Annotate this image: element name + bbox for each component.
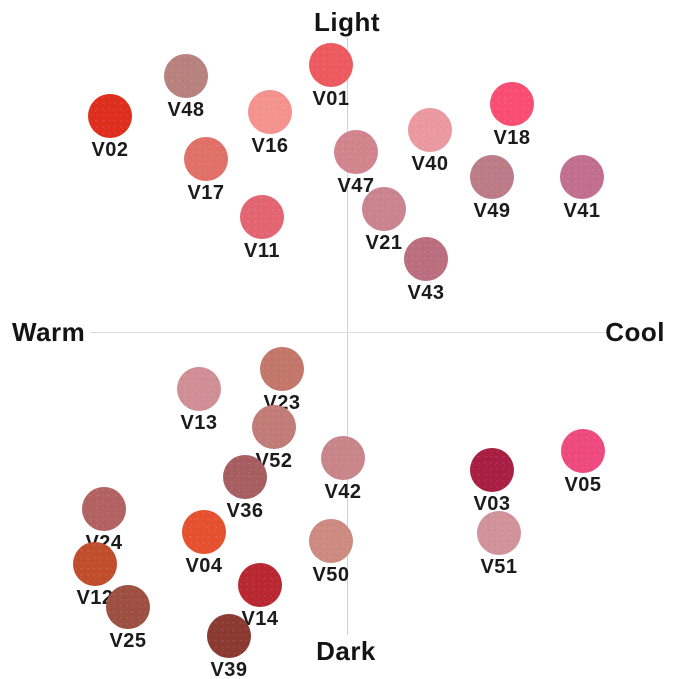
shade-label-v14: V14: [241, 608, 279, 630]
shade-label-v48: V48: [167, 99, 205, 121]
shade-label-v03: V03: [473, 493, 511, 515]
shade-label-v11: V11: [244, 240, 280, 262]
shade-label-v39: V39: [210, 659, 248, 679]
shade-swatch-v05: [561, 429, 605, 473]
shade-swatch-v49: [470, 155, 514, 199]
shade-swatch-v41: [560, 155, 604, 199]
shade-swatch-v16: [248, 90, 292, 134]
shade-swatch-v50: [309, 519, 353, 563]
shade-label-v18: V18: [493, 127, 531, 149]
shade-label-v21: V21: [365, 232, 403, 254]
shade-label-v02: V02: [91, 139, 129, 161]
shade-label-v01: V01: [312, 88, 350, 110]
shade-label-v51: V51: [480, 556, 518, 578]
shade-swatch-v42: [321, 436, 365, 480]
shade-swatch-v43: [404, 237, 448, 281]
shade-swatch-v51: [477, 511, 521, 555]
shade-swatch-v12: [73, 542, 117, 586]
axis-label-light: Light: [313, 7, 381, 37]
shade-label-v50: V50: [312, 564, 350, 586]
shade-swatch-v47: [334, 130, 378, 174]
shade-swatch-v03: [470, 448, 514, 492]
axis-label-dark: Dark: [316, 636, 376, 666]
shade-label-v16: V16: [251, 135, 289, 157]
shade-label-v47: V47: [337, 175, 375, 197]
shade-swatch-v11: [240, 195, 284, 239]
shade-swatch-v40: [408, 108, 452, 152]
axis-label-warm: Warm: [12, 317, 86, 347]
shade-swatch-v39: [207, 614, 251, 658]
shade-swatch-v14: [238, 563, 282, 607]
shade-swatch-v17: [184, 137, 228, 181]
shade-label-v40: V40: [411, 153, 449, 175]
vertical-axis-line: [347, 38, 348, 635]
horizontal-axis-line: [90, 332, 607, 333]
shade-swatch-v21: [362, 187, 406, 231]
shade-label-v25: V25: [109, 630, 147, 652]
shade-label-v43: V43: [407, 282, 445, 304]
shade-swatch-v13: [177, 367, 221, 411]
shade-label-v17: V17: [187, 182, 225, 204]
shade-swatch-v24: [82, 487, 126, 531]
shade-swatch-v36: [223, 455, 267, 499]
shade-swatch-v52: [252, 405, 296, 449]
shade-label-v13: V13: [180, 412, 218, 434]
shade-label-v05: V05: [564, 474, 602, 496]
shade-label-v12: V12: [76, 587, 114, 609]
shade-swatch-v02: [88, 94, 132, 138]
shade-label-v41: V41: [563, 200, 601, 222]
shade-label-v04: V04: [185, 555, 223, 577]
shade-swatch-v48: [164, 54, 208, 98]
shade-label-v49: V49: [473, 200, 511, 222]
shade-swatch-v25: [106, 585, 150, 629]
shade-swatch-v23: [260, 347, 304, 391]
shade-swatch-v04: [182, 510, 226, 554]
shade-swatch-v01: [309, 43, 353, 87]
shade-label-v36: V36: [226, 500, 264, 522]
shade-swatch-v18: [490, 82, 534, 126]
axis-label-cool: Cool: [605, 317, 665, 347]
shade-label-v42: V42: [324, 481, 362, 503]
